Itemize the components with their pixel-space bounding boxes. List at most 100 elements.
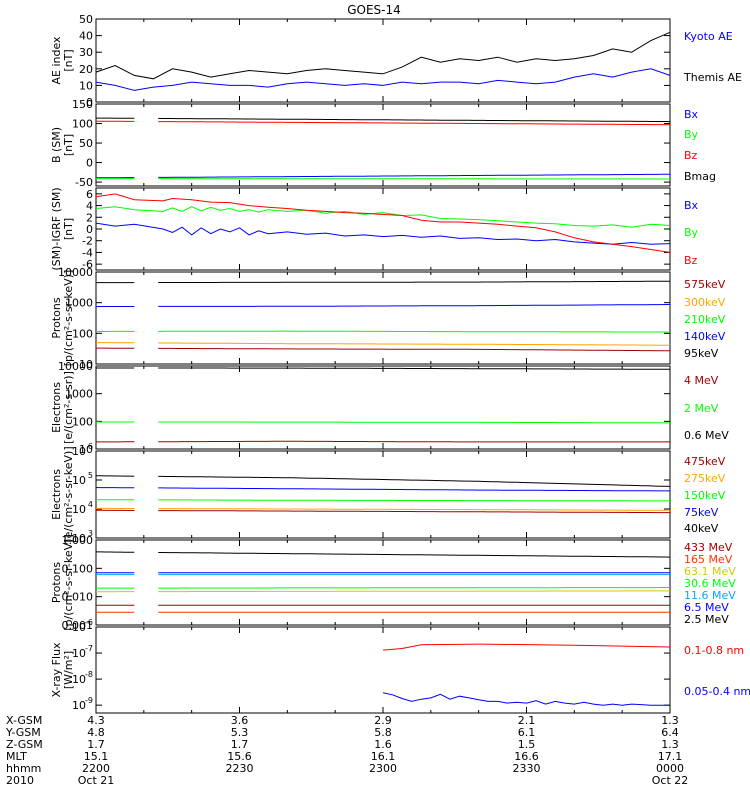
time-axis-value: 2.9 xyxy=(374,714,392,727)
legend-label: 475keV xyxy=(684,455,726,468)
y-tick-label: -50 xyxy=(75,176,93,189)
series-line-475kev xyxy=(96,509,670,514)
time-axis-value: 1.3 xyxy=(661,714,679,727)
legend-label: Bmag xyxy=(684,170,716,183)
time-axis-row-label: X-GSM xyxy=(6,714,42,727)
series-line-95kev xyxy=(96,280,671,284)
y-tick-exponent: 5 xyxy=(88,471,93,480)
time-axis-value: 6.4 xyxy=(661,726,679,739)
series-line-kyoto-ae xyxy=(95,68,671,91)
series-line-575kev xyxy=(96,347,671,352)
y-axis-label: Protons xyxy=(50,562,63,603)
time-axis-value: 1.7 xyxy=(87,738,105,751)
y-tick-label: 10 xyxy=(79,79,93,92)
y-tick-label: 1.000 xyxy=(62,534,94,547)
time-axis-value: 2200 xyxy=(82,762,110,775)
y-axis-label: [W/m²] xyxy=(62,651,75,689)
y-tick-exponent: 6 xyxy=(88,442,93,451)
y-tick-label: -6 xyxy=(82,258,93,271)
panel-electrons_mev: 10 100 1000 10000 Electrons [e/(cm²-s-sr)] 4 M… xyxy=(50,360,729,456)
y-tick-label: 0 xyxy=(86,223,93,236)
time-axis-row-label: hhmm xyxy=(6,762,41,775)
time-axis-value: 1.6 xyxy=(374,738,392,751)
y-tick-label: 2 xyxy=(86,211,93,224)
time-axis-row-label: Y-GSM xyxy=(5,726,41,739)
legend-label: 165 MeV xyxy=(684,553,733,566)
time-axis-row-label: MLT xyxy=(6,750,27,763)
legend-label: By xyxy=(684,128,699,141)
series-line-4-mev xyxy=(96,440,670,443)
series-line-bz xyxy=(95,193,671,253)
y-axis-label: AE index xyxy=(50,36,63,85)
legend-label: Bx xyxy=(684,108,699,121)
series-line-bx xyxy=(96,173,670,179)
series-line-by xyxy=(95,206,671,228)
series-line-bx xyxy=(95,222,671,245)
y-tick-label: 10 xyxy=(72,647,86,660)
series-line-0-6-mev xyxy=(96,367,670,370)
y-axis-label: [p/(cm²-s-sr-keV)] xyxy=(62,534,75,631)
series-line-63-1-mev xyxy=(96,590,670,593)
legend-label: 300keV xyxy=(684,296,726,309)
time-axis-value: 5.3 xyxy=(231,726,249,739)
time-axis-value: 4.8 xyxy=(87,726,105,739)
y-tick-label: 6 xyxy=(86,188,93,201)
y-axis-label: (SM)-IGRF (SM) xyxy=(50,187,63,270)
legend-label: 2.5 MeV xyxy=(684,613,729,626)
y-tick-label: 0 xyxy=(86,157,93,170)
y-tick-label: 10 xyxy=(72,474,86,487)
legend-label: 275keV xyxy=(684,472,726,485)
legend-label: 433 MeV xyxy=(684,541,733,554)
panel-ae: 0 10 20 30 40 50 AE index [nT] Kyoto AE Themis AE xyxy=(50,13,742,109)
time-axis-value: 3.6 xyxy=(231,714,249,727)
legend-label: Bz xyxy=(684,254,698,267)
time-axis-row-label: 2010 xyxy=(6,774,34,787)
legend-label: 63.1 MeV xyxy=(684,565,736,578)
legend-label: By xyxy=(684,226,699,239)
y-tick-label: 1000 xyxy=(65,388,93,401)
panel-frame xyxy=(95,365,671,450)
series-line-2-mev xyxy=(95,421,670,424)
y-tick-label: 150 xyxy=(72,98,93,111)
y-tick-label: -4 xyxy=(82,246,93,259)
time-axis-value: 16.1 xyxy=(371,750,396,763)
time-axis-row-label: Z-GSM xyxy=(6,738,43,751)
y-tick-label: 10 xyxy=(72,621,86,634)
y-axis-label: [p/(cm²-s-sr-keV)] xyxy=(62,270,75,367)
legend-label: Bz xyxy=(684,149,698,162)
legend-label: Themis AE xyxy=(683,71,742,84)
y-tick-label: 30 xyxy=(79,46,93,59)
y-axis-label: [e/(cm²-s-sr-keV)] xyxy=(62,446,75,542)
legend-label: 95keV xyxy=(684,347,719,360)
legend-label: 210keV xyxy=(684,313,726,326)
legend-label: 140keV xyxy=(684,330,726,343)
y-tick-label: 10000 xyxy=(58,360,93,373)
time-axis-value: 6.1 xyxy=(518,726,536,739)
time-axis-value: 15.6 xyxy=(227,750,252,763)
time-axis-value: 2300 xyxy=(369,762,397,775)
legend-label: 11.6 MeV xyxy=(684,589,736,602)
time-axis-value: 1.5 xyxy=(518,738,536,751)
y-tick-label: 0.100 xyxy=(62,562,94,575)
panel-frame xyxy=(95,450,671,539)
legend-label: 150keV xyxy=(684,489,726,502)
y-axis-label: Electrons xyxy=(50,382,63,433)
y-tick-label: 50 xyxy=(79,137,93,150)
y-tick-label: 1000 xyxy=(65,297,93,310)
legend-label: 75keV xyxy=(684,506,719,519)
y-axis-label: [nT] xyxy=(62,49,75,71)
y-tick-label: 100 xyxy=(72,415,93,428)
y-tick-label: 50 xyxy=(79,13,93,26)
time-axis-value: 0000 xyxy=(656,762,684,775)
y-tick-label: 0 xyxy=(86,96,93,109)
series-line-30-6-mev xyxy=(96,587,670,589)
y-tick-label: 100 xyxy=(72,118,93,131)
chart-title: GOES-14 xyxy=(347,3,401,17)
time-axis-value: 15.1 xyxy=(84,750,109,763)
time-axis-value: 5.8 xyxy=(374,726,392,739)
y-tick-label: 10 xyxy=(72,445,86,458)
legend-label: 30.6 MeV xyxy=(684,577,736,590)
y-tick-exponent: 4 xyxy=(88,500,93,509)
